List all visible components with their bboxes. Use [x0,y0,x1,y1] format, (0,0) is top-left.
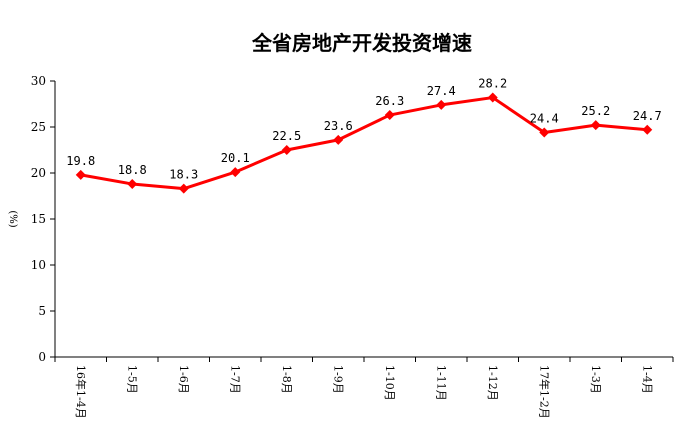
data-point-marker [230,167,241,178]
data-point-marker [75,169,86,180]
data-point-marker [384,110,395,121]
data-label: 26.3 [375,94,404,108]
y-tick-label: 0 [38,350,46,364]
x-tick-label: 1-3月 [589,365,602,394]
y-tick-label: 10 [31,258,46,272]
data-label: 18.8 [118,163,147,177]
data-label: 18.3 [169,168,198,182]
series-layer [75,92,653,194]
x-ticks: 16年1-4月 1-5月 1-6月 1-7月 1-8月 1-9月 1-10月 1-11月 1-1… [54,357,674,419]
x-tick-label: 1-4月 [640,365,653,394]
data-point-marker [281,145,292,155]
y-tick-label: 30 [31,74,46,88]
data-label: 27.4 [427,84,456,98]
x-tick-label: 1-8月 [280,365,293,394]
data-point-marker [333,134,344,145]
y-tick-label: 15 [31,212,46,226]
x-tick-label: 1-7月 [228,365,241,394]
x-tick-label: 1-10月 [383,365,396,401]
data-label: 20.1 [221,151,250,165]
x-tick-label: 1-9月 [331,365,344,394]
x-tick-label: 1-5月 [125,365,138,394]
y-tick-label: 25 [31,120,46,134]
data-point-marker [539,127,550,138]
x-tick-label: 1-11月 [434,365,447,401]
data-point-marker [127,179,138,190]
data-label: 23.6 [324,119,353,133]
data-label: 25.2 [581,104,610,118]
x-tick-label: 16年1-4月 [74,365,88,419]
data-label: 28.2 [478,77,507,91]
axes [54,81,673,358]
y-tick-label: 20 [31,166,46,180]
y-axis-label: (%) [7,210,18,227]
data-label: 22.5 [272,129,301,143]
data-point-marker [487,92,498,103]
chart-title: 全省房地产开发投资增速 [251,31,472,55]
labels-layer: 19.8 18.8 18.3 20.1 22.5 23.6 26.3 27.4 28.2 24.4… [66,77,661,182]
data-point-marker [178,183,189,194]
data-label: 24.4 [530,112,559,126]
series-line [80,96,648,191]
x-tick-label: 1-6月 [177,365,190,394]
x-tick-label: 17年1-2月 [537,365,551,419]
y-ticks: 0 5 10 15 20 25 30 [31,74,55,364]
y-tick-label: 5 [38,304,46,318]
data-point-marker [642,124,653,135]
x-tick-label: 1-12月 [486,365,499,401]
data-label: 19.8 [66,154,95,168]
data-point-marker [436,99,447,110]
data-point-marker [590,120,601,131]
data-label: 24.7 [633,109,662,123]
